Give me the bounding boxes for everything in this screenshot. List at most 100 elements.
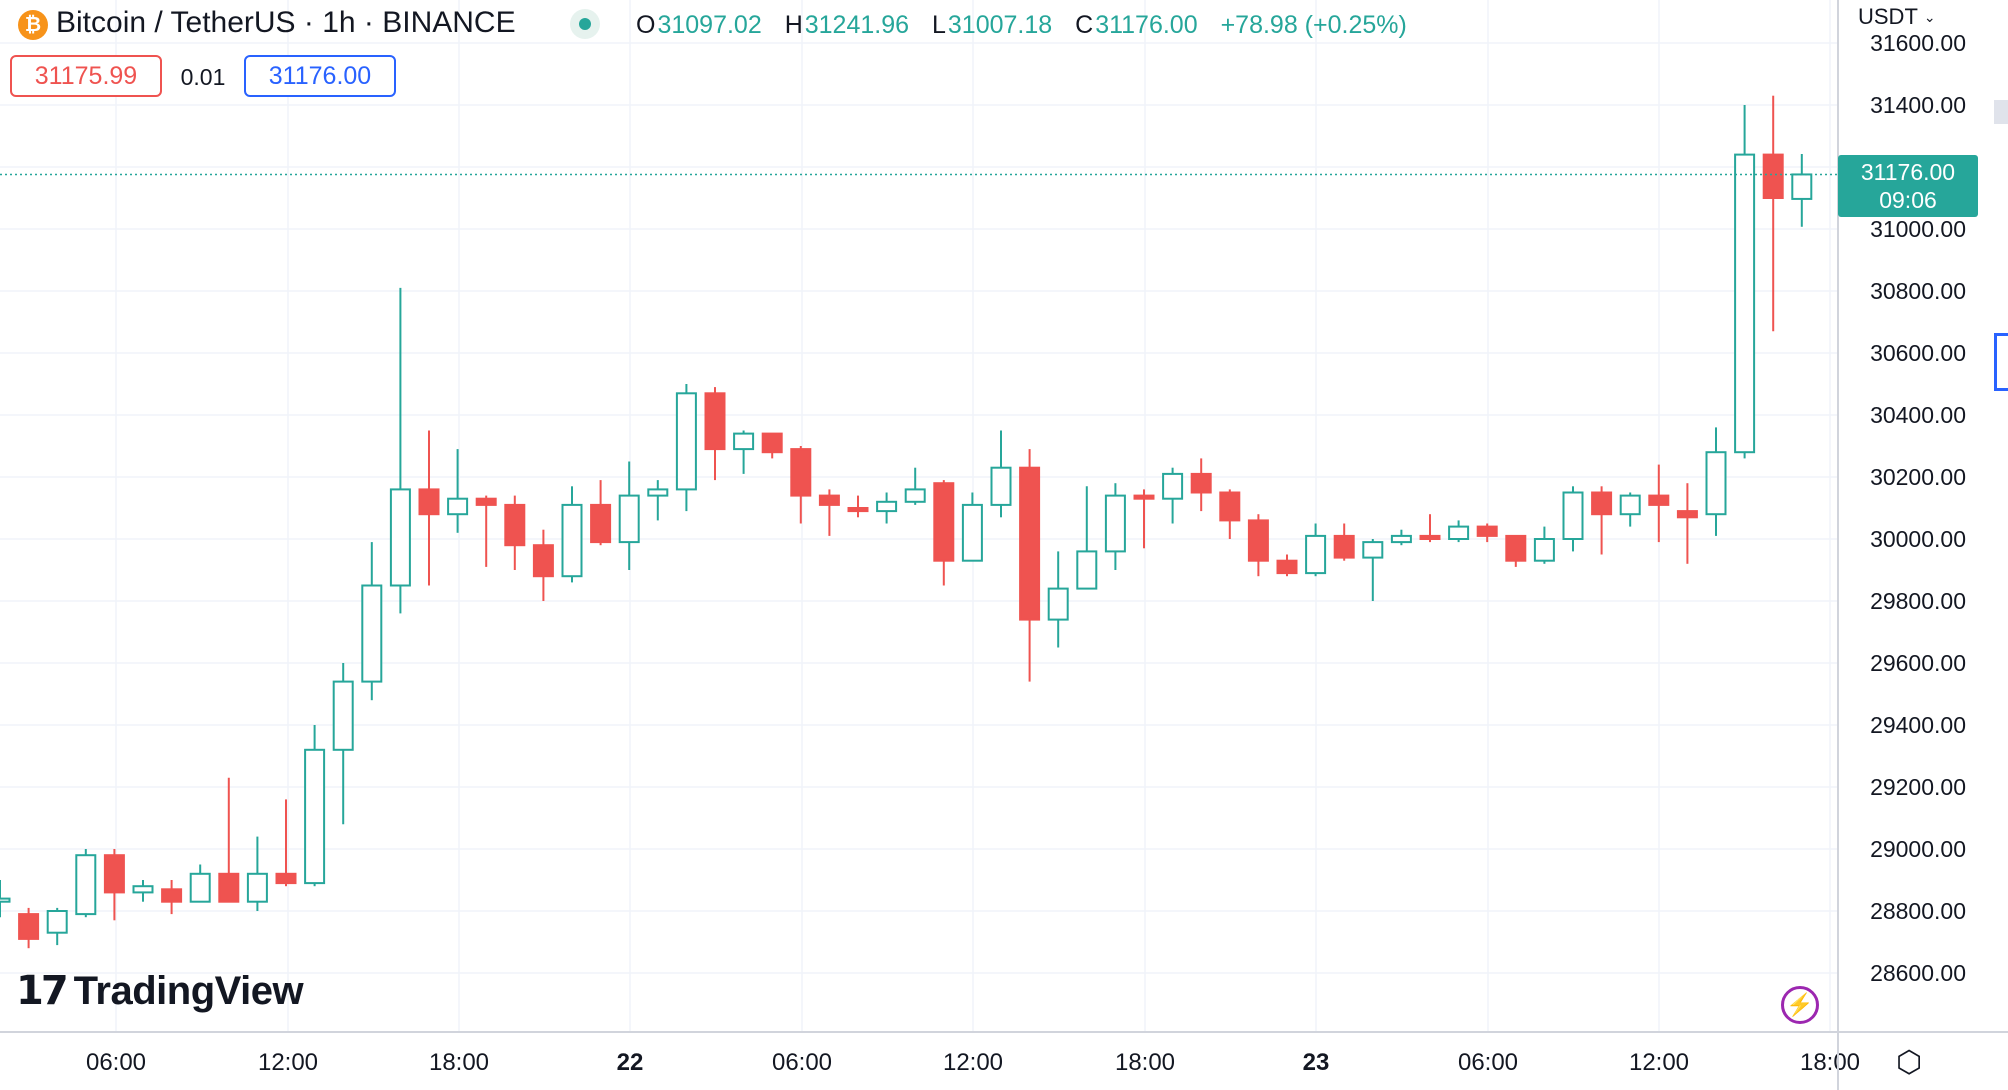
settings-icon[interactable]: ⬡ xyxy=(1896,1046,1923,1079)
x-tick-label: 06:00 xyxy=(86,1049,146,1076)
candle-down xyxy=(1476,525,1498,537)
x-tick-label: 12:00 xyxy=(258,1049,318,1076)
x-tick-label: 06:00 xyxy=(1458,1049,1518,1076)
tradingview-mark-icon: 17 xyxy=(16,968,69,1014)
candle-up xyxy=(1791,173,1813,200)
y-tick-label: 30400.00 xyxy=(1870,402,1966,428)
open-label: O xyxy=(636,11,656,39)
candle-down xyxy=(1276,559,1298,575)
candle-up xyxy=(304,748,326,885)
x-tick-label: 23 xyxy=(1303,1049,1330,1076)
y-tick-label: 30800.00 xyxy=(1870,278,1966,304)
low-value: 31007.18 xyxy=(947,11,1053,39)
candle-up xyxy=(618,494,640,544)
candle-down xyxy=(218,872,240,903)
candle-down xyxy=(1247,519,1269,562)
bar-countdown: 09:06 xyxy=(1879,187,1937,213)
lightning-icon[interactable]: ⚡ xyxy=(1781,986,1819,1024)
candle-down xyxy=(1419,534,1441,541)
x-tick-label: 18:00 xyxy=(1800,1049,1860,1076)
close-value: 31176.00 xyxy=(1095,11,1198,39)
open-value: 31097.02 xyxy=(657,11,762,39)
candle-up xyxy=(1076,550,1098,590)
candle-up xyxy=(904,488,926,503)
sell-price-button[interactable]: 31175.99 xyxy=(10,55,162,97)
candle-up xyxy=(1162,472,1184,500)
last-price-tag: 31176.00 09:06 xyxy=(1838,155,1978,217)
candle-up xyxy=(1705,451,1727,516)
candle-down xyxy=(1762,153,1784,200)
candle-down xyxy=(1648,494,1670,506)
candle-down xyxy=(1133,494,1155,500)
y-tick-label: 30200.00 xyxy=(1870,464,1966,490)
candle-down xyxy=(704,392,726,451)
y-tick-label: 31600.00 xyxy=(1870,30,1966,56)
close-label: C xyxy=(1075,11,1094,39)
high-value: 31241.96 xyxy=(804,11,910,39)
symbol-title[interactable]: Bitcoin / TetherUS · 1h · BINANCE xyxy=(56,6,516,39)
tradingview-logo-text: TradingView xyxy=(73,968,304,1013)
candle-down xyxy=(275,872,297,885)
tradingview-logo[interactable]: 17 TradingView xyxy=(16,968,304,1014)
currency-label: USDT xyxy=(1858,4,1918,29)
candle-up xyxy=(332,680,354,751)
candle-down xyxy=(418,488,440,516)
candle-up xyxy=(132,885,154,894)
candle-down xyxy=(1019,466,1041,621)
last-price-value: 31176.00 xyxy=(1860,159,1956,185)
candle-up xyxy=(389,488,411,587)
candle-up xyxy=(1305,534,1327,575)
y-tick-label: 28800.00 xyxy=(1870,898,1966,924)
candle-down xyxy=(532,544,554,578)
candle-down xyxy=(933,482,955,562)
side-panel-toggle[interactable] xyxy=(1994,333,2008,391)
y-tick-label: 28600.00 xyxy=(1870,960,1966,986)
buy-price-button[interactable]: 31176.00 xyxy=(244,55,396,97)
candle-up xyxy=(1619,494,1641,516)
x-tick-label: 18:00 xyxy=(1115,1049,1175,1076)
x-tick-label: 22 xyxy=(617,1049,644,1076)
currency-selector[interactable]: USDT ⌄ xyxy=(1858,4,1936,30)
candle-down xyxy=(818,494,840,506)
candle-down xyxy=(504,503,526,547)
candle-up xyxy=(1562,491,1584,540)
candle-up xyxy=(1362,541,1384,559)
y-tick-label: 29400.00 xyxy=(1870,712,1966,738)
candle-down xyxy=(1219,491,1241,522)
change-value: +78.98 (+0.25%) xyxy=(1220,11,1407,39)
candle-down xyxy=(1676,510,1698,519)
candle-up xyxy=(75,854,97,916)
y-tick-label: 29800.00 xyxy=(1870,588,1966,614)
candle-down xyxy=(103,854,125,894)
candle-up xyxy=(1533,538,1555,562)
candle-down xyxy=(761,432,783,454)
candle-up xyxy=(1448,525,1470,540)
market-open-icon[interactable] xyxy=(570,9,600,39)
y-tick-label: 30600.00 xyxy=(1870,340,1966,366)
candle-down xyxy=(590,503,612,544)
y-tick-label: 30000.00 xyxy=(1870,526,1966,552)
candle-up xyxy=(447,497,469,516)
candle-down xyxy=(1333,534,1355,559)
candle-up xyxy=(675,392,697,491)
y-tick-label: 29000.00 xyxy=(1870,836,1966,862)
ohlc-legend: O31097.02 H31241.96 L31007.18 C31176.00 … xyxy=(636,11,1409,40)
x-tick-label: 12:00 xyxy=(943,1049,1003,1076)
candle-down xyxy=(18,913,40,940)
x-tick-label: 18:00 xyxy=(429,1049,489,1076)
candle-up xyxy=(876,500,898,513)
candle-down xyxy=(1190,472,1212,494)
candle-up xyxy=(361,584,383,683)
scale-scroll-handle[interactable] xyxy=(1994,100,2008,124)
candle-down xyxy=(847,507,869,513)
candle-down xyxy=(1591,491,1613,516)
chevron-down-icon: ⌄ xyxy=(1923,8,1936,25)
y-tick-label: 29600.00 xyxy=(1870,650,1966,676)
candle-up xyxy=(246,872,268,903)
y-tick-label: 31400.00 xyxy=(1870,92,1966,118)
candle-up xyxy=(1104,494,1126,553)
candle-down xyxy=(475,497,497,506)
candle-up xyxy=(0,897,11,903)
candle-up xyxy=(961,503,983,562)
